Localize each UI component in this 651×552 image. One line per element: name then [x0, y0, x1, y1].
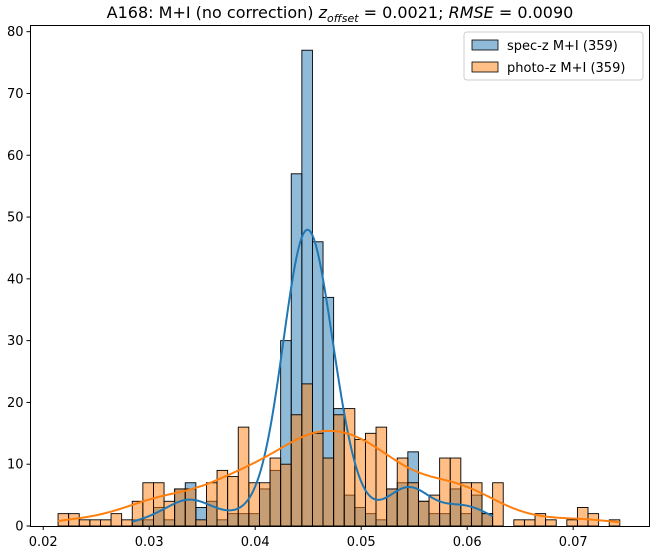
bar-photo-z: [322, 457, 335, 527]
bar-photo-z: [492, 482, 504, 527]
x-tick-label: 0.05: [347, 535, 376, 550]
bar-photo-z: [237, 426, 250, 527]
x-tick-label: 0.02: [29, 535, 58, 550]
title-z: z: [318, 3, 328, 22]
bar-photo-z: [269, 457, 282, 527]
bar-photo-z: [566, 519, 578, 527]
bar-photo-z: [280, 463, 292, 527]
bar-photo-z: [78, 519, 91, 527]
bars-layer: [57, 49, 621, 527]
bar-photo-z: [121, 519, 133, 527]
y-tick-label: 30: [7, 334, 24, 349]
y-tick-label: 0: [15, 520, 23, 535]
plot-frame: [30, 25, 650, 527]
legend: spec-z M+I (359) photo-z M+I (359): [463, 31, 644, 81]
bar-photo-z: [396, 457, 409, 527]
y-tick-label: 50: [7, 211, 24, 226]
y-tick-label: 20: [7, 396, 24, 411]
bar-photo-z: [100, 519, 112, 527]
legend-label-photo-z: photo-z M+I (359): [507, 61, 625, 76]
bar-photo-z: [417, 500, 430, 527]
bar-photo-z: [375, 426, 388, 527]
bar-photo-z: [89, 519, 101, 527]
x-tick-label: 0.07: [559, 535, 588, 550]
title-z-subscript: offset: [327, 12, 359, 25]
y-tick-label: 70: [7, 87, 24, 102]
bar-photo-z: [195, 519, 207, 527]
legend-swatch-spec-z: [471, 39, 499, 51]
bar-photo-z: [576, 507, 589, 527]
y-axis: 0 10 20 30 40 50 60 70 80: [7, 25, 31, 535]
bar-photo-z: [174, 488, 186, 527]
bar-photo-z: [301, 383, 313, 527]
kde-line-photo-z: [57, 429, 620, 524]
x-axis: 0.02 0.03 0.04 0.05 0.06 0.07: [29, 526, 588, 550]
y-tick-label: 40: [7, 272, 24, 287]
bar-photo-z: [354, 439, 366, 527]
legend-swatch-photo-z: [471, 61, 499, 73]
title-prefix: A168: M+I (no correction): [107, 3, 319, 22]
x-tick-label: 0.03: [135, 535, 164, 550]
bar-photo-z: [523, 519, 536, 527]
x-tick-label: 0.04: [241, 535, 270, 550]
kde-line-spec-z: [131, 228, 494, 523]
bar-photo-z: [227, 476, 239, 527]
legend-box: [463, 31, 644, 81]
title-middle: = 0.0021;: [359, 3, 449, 22]
kde-layer: [57, 228, 620, 524]
bar-photo-z: [545, 519, 557, 527]
bar-photo-z: [311, 432, 324, 527]
title-rmse: RMSE: [449, 3, 495, 22]
bar-photo-z: [184, 488, 197, 527]
bar-photo-z: [142, 482, 154, 527]
chart-title: A168: M+I (no correction) zoffset = 0.00…: [107, 3, 574, 25]
legend-label-spec-z: spec-z M+I (359): [507, 39, 618, 54]
bar-photo-z: [449, 457, 462, 527]
bar-photo-z: [513, 519, 525, 527]
bar-photo-z: [153, 482, 165, 527]
y-tick-label: 60: [7, 149, 24, 164]
bar-photo-z: [258, 482, 271, 527]
bar-photo-z: [290, 414, 303, 527]
y-tick-label: 80: [7, 25, 24, 40]
bar-photo-z: [110, 513, 123, 527]
x-tick-label: 0.06: [453, 535, 482, 550]
y-tick-label: 10: [7, 458, 24, 473]
bar-photo-z: [439, 457, 451, 527]
title-suffix: = 0.0090: [494, 3, 574, 22]
